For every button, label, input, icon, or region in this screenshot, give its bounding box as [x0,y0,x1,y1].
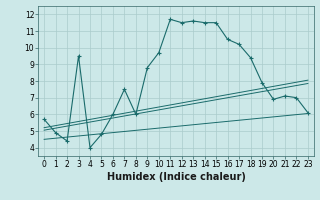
X-axis label: Humidex (Indice chaleur): Humidex (Indice chaleur) [107,172,245,182]
